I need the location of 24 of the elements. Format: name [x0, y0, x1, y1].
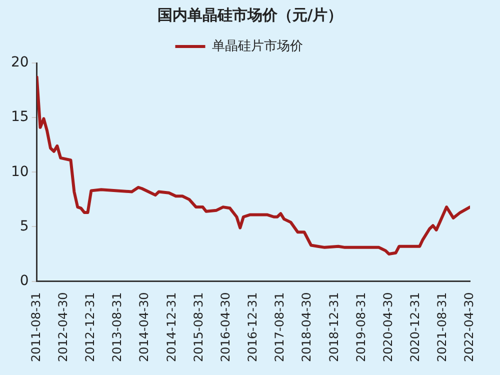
- y-tick-label: 10: [10, 164, 29, 180]
- x-tick-label: 2016-12-31: [246, 292, 260, 362]
- y-tick-label: 5: [20, 218, 29, 234]
- x-tick-label: 2021-08-31: [435, 292, 450, 362]
- x-tick-label: 2016-04-30: [218, 292, 232, 362]
- x-tick-label: 2013-08-31: [110, 292, 124, 362]
- legend-label: 单晶硅片市场价: [212, 38, 303, 54]
- x-tick-label: 2020-04-30: [380, 292, 395, 362]
- x-tick-label: 2020-12-31: [408, 292, 422, 362]
- y-tick-label: 20: [10, 54, 29, 71]
- x-tick-label: 2018-04-30: [300, 292, 314, 362]
- x-tick-label: 2015-08-31: [191, 292, 206, 362]
- x-tick-label: 2012-04-30: [56, 292, 70, 362]
- x-tick-label: 2022-04-30: [462, 292, 476, 362]
- chart-title: 国内单晶硅市场价（元/片）: [156, 6, 344, 25]
- x-tick-label: 2017-08-31: [272, 292, 287, 362]
- x-tick-label: 2019-08-31: [354, 292, 368, 362]
- x-tick-label: 2014-12-31: [164, 292, 178, 362]
- y-tick-label: 0: [20, 272, 29, 289]
- y-tick-label: 15: [10, 109, 29, 126]
- x-tick-label: 2012-12-31: [83, 292, 98, 362]
- x-tick-label: 2011-08-31: [28, 292, 43, 362]
- x-tick-label: 2014-04-30: [137, 292, 152, 362]
- x-tick-label: 2018-12-31: [326, 292, 341, 362]
